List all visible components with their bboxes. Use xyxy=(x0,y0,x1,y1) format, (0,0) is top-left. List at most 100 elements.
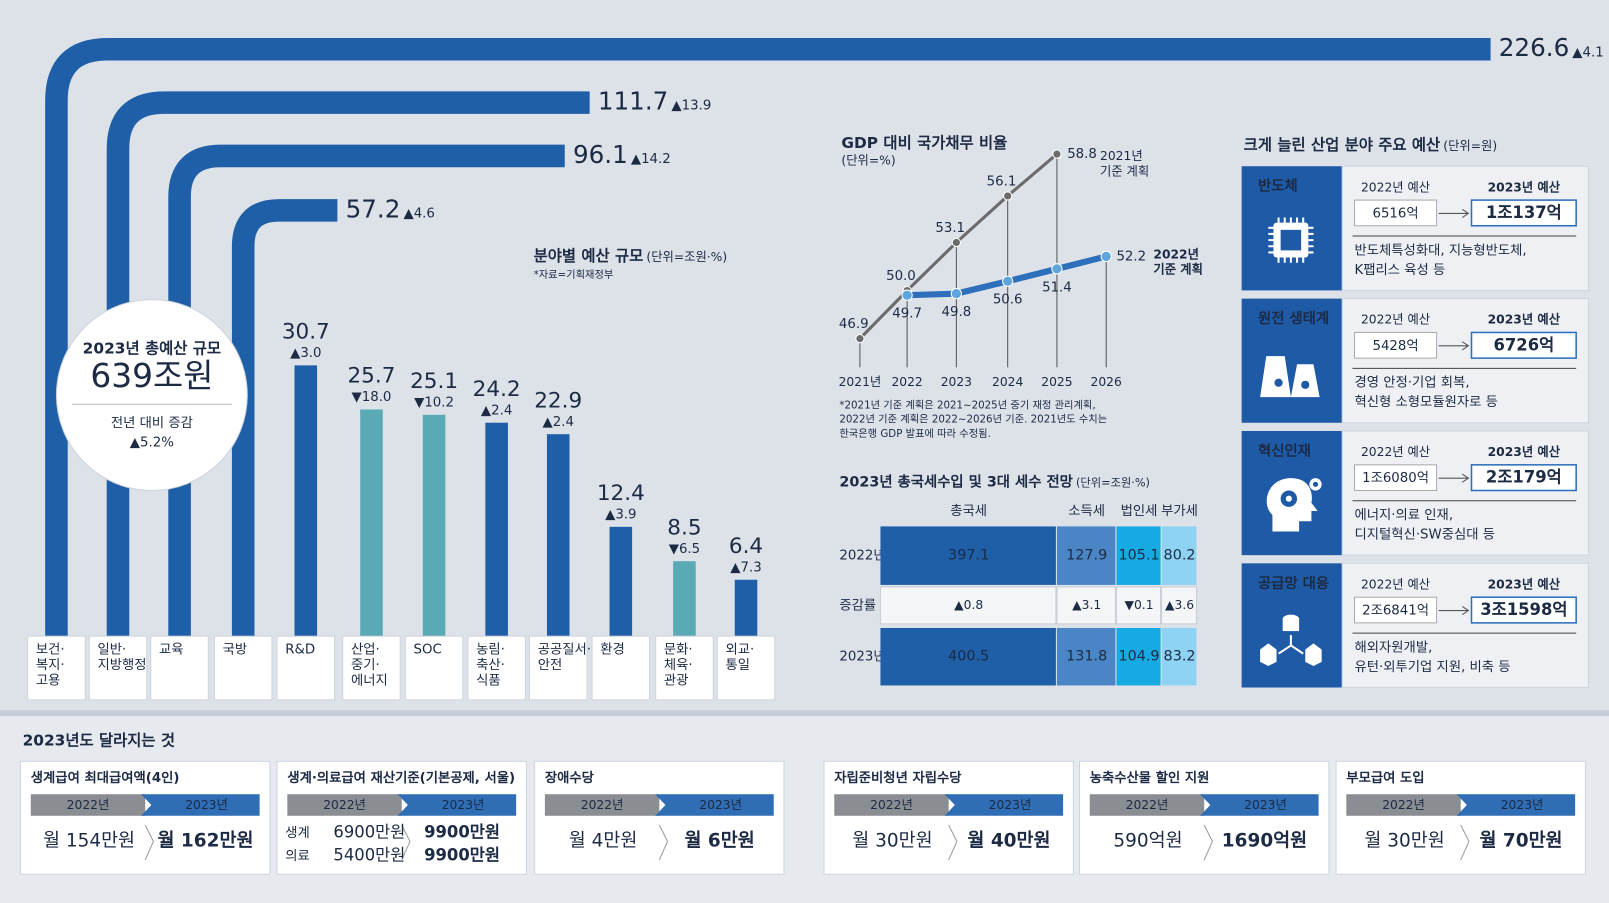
before-value: 2조6841억 xyxy=(1362,603,1429,619)
series-name: 2022년 기준 계획 xyxy=(1153,247,1203,276)
category-box xyxy=(213,635,273,701)
chevron xyxy=(658,824,669,861)
category-label: 교육 xyxy=(159,643,184,658)
category-label: 외교· 통일 xyxy=(725,642,754,673)
row-label: 증감률 xyxy=(839,597,876,613)
industry-name: 혁신인재 xyxy=(1258,442,1311,460)
header-label: 2022년 xyxy=(581,798,624,812)
header-label: 2023년 xyxy=(442,798,485,812)
chevron xyxy=(1203,824,1213,861)
bar xyxy=(546,434,570,637)
value-label: 226.6 xyxy=(1499,33,1569,62)
category-label: 환경 xyxy=(600,642,625,658)
total-circle xyxy=(55,299,248,492)
category-box xyxy=(27,635,86,701)
row-label: 생계 xyxy=(285,825,310,841)
point-label: 53.1 xyxy=(935,221,965,236)
category-label: 문화· 체육· 관광 xyxy=(664,642,693,689)
change-label: ▲3.9 xyxy=(605,507,636,522)
value-label: 12.4 xyxy=(597,481,645,506)
after-value: 2조179억 xyxy=(1486,468,1562,487)
change-label: ▲2.4 xyxy=(481,403,512,418)
year-label: 2022년 예산 xyxy=(1361,445,1430,459)
point-label: 49.7 xyxy=(892,307,922,322)
header-label: 2023년 xyxy=(699,798,742,812)
before-value: 590억원 xyxy=(1113,830,1182,851)
industry-panel xyxy=(1341,430,1589,556)
header-label: 2022년 xyxy=(67,798,110,812)
arrow xyxy=(1438,341,1470,351)
separator xyxy=(0,710,1609,717)
bar xyxy=(485,422,508,637)
card xyxy=(823,760,1074,875)
change-label: ▼18.0 xyxy=(351,390,391,405)
category-label: 공공질서· 안전 xyxy=(538,642,591,673)
before-value: 월 4만원 xyxy=(569,830,638,851)
point xyxy=(1052,149,1062,159)
row-label: 2023년 xyxy=(839,649,885,665)
footnote: 2022년 기준 계획은 2022~2026년 기준. 2021년도 수치는 xyxy=(839,414,1107,426)
chevron xyxy=(401,824,411,861)
changes-title: 2023년도 달라지는 것 xyxy=(23,730,176,749)
chevron xyxy=(1460,824,1470,861)
after-value: 월 6만원 xyxy=(684,830,754,851)
header-after xyxy=(1456,794,1576,816)
chevron xyxy=(948,824,958,861)
value-label: 96.1 xyxy=(573,140,628,169)
before-value: 5428억 xyxy=(1372,338,1418,354)
category-box xyxy=(716,635,776,701)
category-box xyxy=(591,635,651,701)
supply-icon xyxy=(1260,614,1322,666)
x-tick-label: 2023 xyxy=(941,375,972,389)
header-label: 2023년 xyxy=(1501,798,1544,812)
total-value: 639조원 xyxy=(90,357,213,395)
card xyxy=(1335,760,1586,875)
header-label: 2022년 xyxy=(1126,798,1169,812)
before-box xyxy=(1354,331,1438,359)
industry-name: 공급망 대응 xyxy=(1258,574,1329,592)
arrow xyxy=(1438,208,1470,218)
year-label: 2023년 예산 xyxy=(1488,179,1561,194)
total-change-label: 전년 대비 증감 xyxy=(111,415,193,431)
cell-value: 80.2 xyxy=(1164,548,1196,564)
section-title: 크게 늘린 산업 분야 주요 예산 xyxy=(1244,135,1441,154)
before-value: 6900만원 xyxy=(333,823,405,842)
chevron xyxy=(144,824,154,861)
year-label: 2022년 예산 xyxy=(1361,180,1430,194)
bar xyxy=(231,199,338,637)
header-label: 2022년 xyxy=(870,798,913,812)
header-label: 2023년 xyxy=(1244,798,1287,812)
header-after xyxy=(655,794,774,816)
after-value: 월 40만원 xyxy=(967,830,1050,851)
industry-label-panel xyxy=(1241,298,1343,423)
bar xyxy=(168,144,565,637)
series-name: 2021년 기준 계획 xyxy=(1100,149,1149,178)
source: *자료=기획재정부 xyxy=(534,269,614,281)
chip-icon xyxy=(1268,217,1314,263)
cell-value: 397.1 xyxy=(948,548,989,564)
point-label: 51.4 xyxy=(1042,280,1072,295)
card-title: 생계급여 최대급여액(4인) xyxy=(31,769,180,786)
header-before xyxy=(287,794,402,816)
card-title: 농축수산물 할인 지원 xyxy=(1090,769,1210,786)
value-label: 24.2 xyxy=(473,377,521,402)
bar xyxy=(360,409,383,637)
section-unit: (단위=%) xyxy=(841,154,895,168)
card-title: 생계·의료급여 재산기준(기본공제, 서울) xyxy=(287,769,515,786)
cell-value: 83.2 xyxy=(1164,649,1196,665)
after-box xyxy=(1470,199,1577,227)
column-header: 소득세 xyxy=(1068,503,1105,519)
bar xyxy=(294,365,318,637)
after-value: 월 162만원 xyxy=(158,830,254,851)
row-label: 2022년 xyxy=(839,548,885,564)
before-value: 6516억 xyxy=(1372,205,1418,221)
category-label: 농림· 축산· 식품 xyxy=(476,642,505,689)
industry-panel xyxy=(1341,562,1589,689)
point xyxy=(1051,263,1063,275)
change-label: ▲4.6 xyxy=(403,206,434,221)
category-box xyxy=(276,635,336,701)
cell-value: ▲3.1 xyxy=(1072,598,1101,612)
before-value: 월 30만원 xyxy=(852,830,932,851)
header-after xyxy=(944,794,1064,816)
